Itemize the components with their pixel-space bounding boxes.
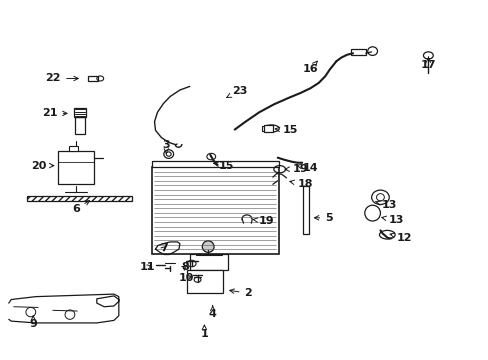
Text: 20: 20 bbox=[31, 161, 54, 171]
Text: 19: 19 bbox=[253, 216, 274, 226]
FancyBboxPatch shape bbox=[27, 196, 132, 201]
Bar bbox=[75, 117, 84, 134]
Bar bbox=[303, 186, 308, 234]
Bar bbox=[264, 125, 272, 132]
Bar bbox=[189, 254, 227, 270]
Text: 17: 17 bbox=[420, 57, 435, 70]
Bar bbox=[350, 49, 365, 55]
Bar bbox=[68, 146, 78, 151]
Text: 9: 9 bbox=[29, 316, 37, 329]
Text: 23: 23 bbox=[226, 86, 247, 98]
Text: 19: 19 bbox=[285, 164, 307, 174]
Text: 3: 3 bbox=[162, 140, 170, 153]
Text: 11: 11 bbox=[139, 262, 155, 272]
Bar bbox=[151, 167, 278, 254]
Text: 22: 22 bbox=[45, 73, 78, 84]
Text: 6: 6 bbox=[72, 201, 89, 214]
Text: 18: 18 bbox=[289, 179, 312, 189]
Text: 10: 10 bbox=[178, 273, 193, 283]
Text: 4: 4 bbox=[208, 306, 216, 319]
Text: 15: 15 bbox=[275, 125, 297, 135]
Text: 5: 5 bbox=[314, 213, 332, 223]
Text: 13: 13 bbox=[381, 215, 403, 225]
Text: 2: 2 bbox=[229, 288, 252, 298]
Text: 14: 14 bbox=[297, 163, 318, 174]
Bar bbox=[187, 270, 223, 293]
Text: 7: 7 bbox=[160, 243, 167, 253]
Ellipse shape bbox=[202, 241, 214, 252]
Text: 8: 8 bbox=[181, 262, 188, 272]
Text: 21: 21 bbox=[42, 108, 67, 118]
Text: 13: 13 bbox=[375, 200, 396, 210]
Bar bbox=[88, 76, 98, 81]
Text: 16: 16 bbox=[302, 61, 318, 74]
Bar bbox=[151, 161, 278, 167]
Text: 1: 1 bbox=[200, 325, 208, 339]
Bar bbox=[58, 151, 94, 184]
Bar bbox=[261, 126, 268, 131]
Text: 12: 12 bbox=[389, 233, 412, 243]
Bar bbox=[74, 108, 85, 117]
Text: 15: 15 bbox=[213, 161, 234, 171]
